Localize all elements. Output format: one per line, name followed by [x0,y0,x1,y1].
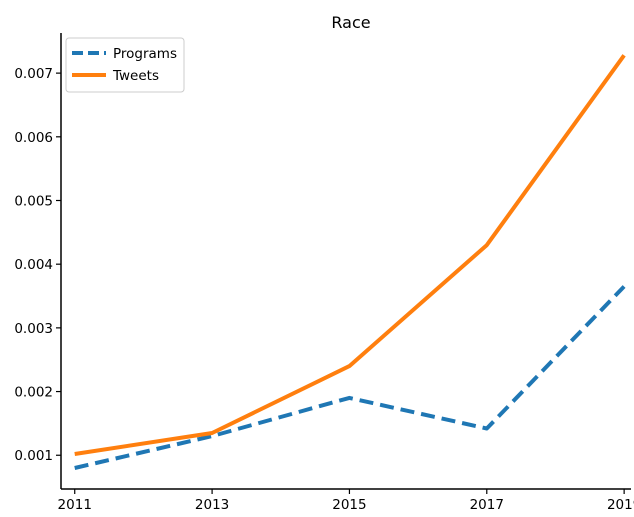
x-tick-label: 2015 [332,497,366,513]
legend: Programs Tweets [65,37,185,93]
series-line-tweets [74,54,626,456]
y-tick-label: 0.006 [14,130,53,146]
chart-title: Race [331,13,370,32]
y-tick-label: 0.005 [14,193,53,209]
series-line-programs [74,285,626,470]
y-tick-label: 0.001 [14,448,53,464]
legend-label-programs: Programs [113,46,177,62]
x-tick-label: 2013 [195,497,229,513]
y-tick-label: 0.002 [14,385,53,401]
y-tick-label: 0.004 [14,257,53,273]
series-layer [74,54,626,470]
y-tick-label: 0.003 [14,321,53,337]
axes: 0.001 0.002 0.003 0.004 0.005 0.006 0.007 2011 2… [14,33,634,513]
x-tick-label: 2011 [58,497,92,513]
y-tick-label: 0.007 [14,66,53,82]
legend-label-tweets: Tweets [112,68,159,84]
x-tick-label: 2019 [607,497,634,513]
x-tick-label: 2017 [470,497,504,513]
